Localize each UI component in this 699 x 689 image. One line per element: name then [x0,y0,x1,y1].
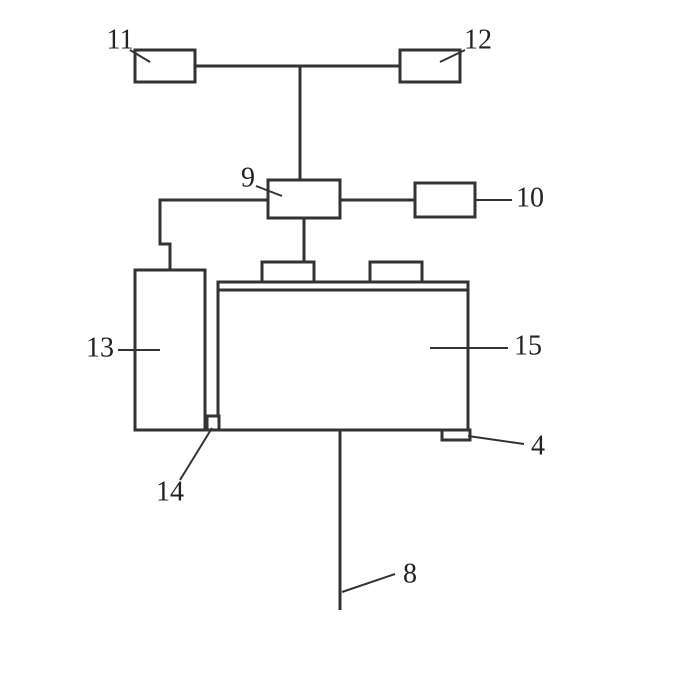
node-b15 [218,282,468,430]
label-l11: 11 [107,24,134,55]
node-b9 [268,180,340,218]
label-l10: 10 [516,182,544,213]
label-l13: 13 [86,332,114,363]
label-l14: 14 [156,476,184,507]
block-diagram: 11 12 9 10 13 15 14 4 8 [0,0,699,689]
label-l4: 4 [531,430,545,461]
node-nub14 [207,416,219,430]
node-b12 [400,50,460,82]
label-l9: 9 [241,162,255,193]
node-b10 [415,183,475,217]
node-tab2 [370,262,422,282]
node-tab1 [262,262,314,282]
node-b11 [135,50,195,82]
label-l12: 12 [464,24,492,55]
node-nub4 [442,430,470,440]
label-l8: 8 [403,558,417,589]
label-l15: 15 [514,330,542,361]
